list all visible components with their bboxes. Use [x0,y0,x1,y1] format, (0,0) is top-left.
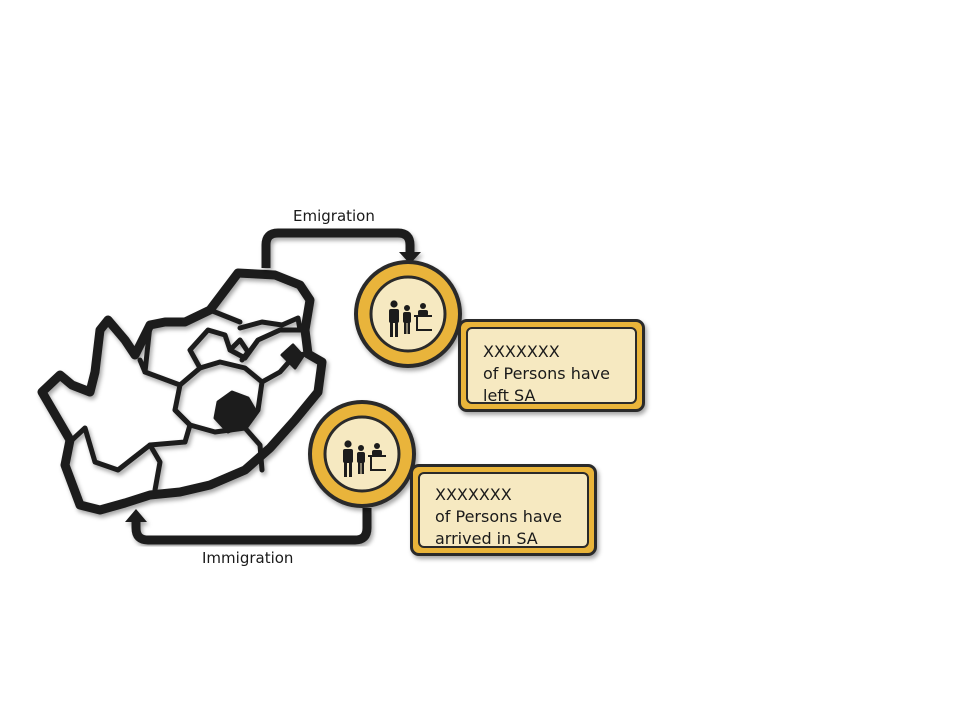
emigration-count: XXXXXXX [483,342,560,361]
emigration-info-box: XXXXXXX of Persons have left SA [458,319,645,412]
immigration-arrow [125,508,372,545]
emigration-info-text: XXXXXXX of Persons have left SA [466,327,637,405]
immigration-info-box: XXXXXXX of Persons have arrived in SA [410,464,597,556]
immigration-label: Immigration [202,549,294,567]
emigration-line-2: of Persons have [483,364,610,383]
immigration-count: XXXXXXX [435,485,512,504]
emigration-arrow [261,228,421,268]
immigration-line-2: of Persons have [435,507,562,526]
people-at-counter-icon [343,440,386,477]
people-at-counter-icon [389,300,432,337]
emigration-label: Emigration [293,207,375,225]
immigration-line-3: arrived in SA [435,529,538,548]
emigration-line-3: left SA [483,386,536,405]
immigration-info-text: XXXXXXX of Persons have arrived in SA [418,472,589,548]
south-africa-map-icon [37,268,327,515]
